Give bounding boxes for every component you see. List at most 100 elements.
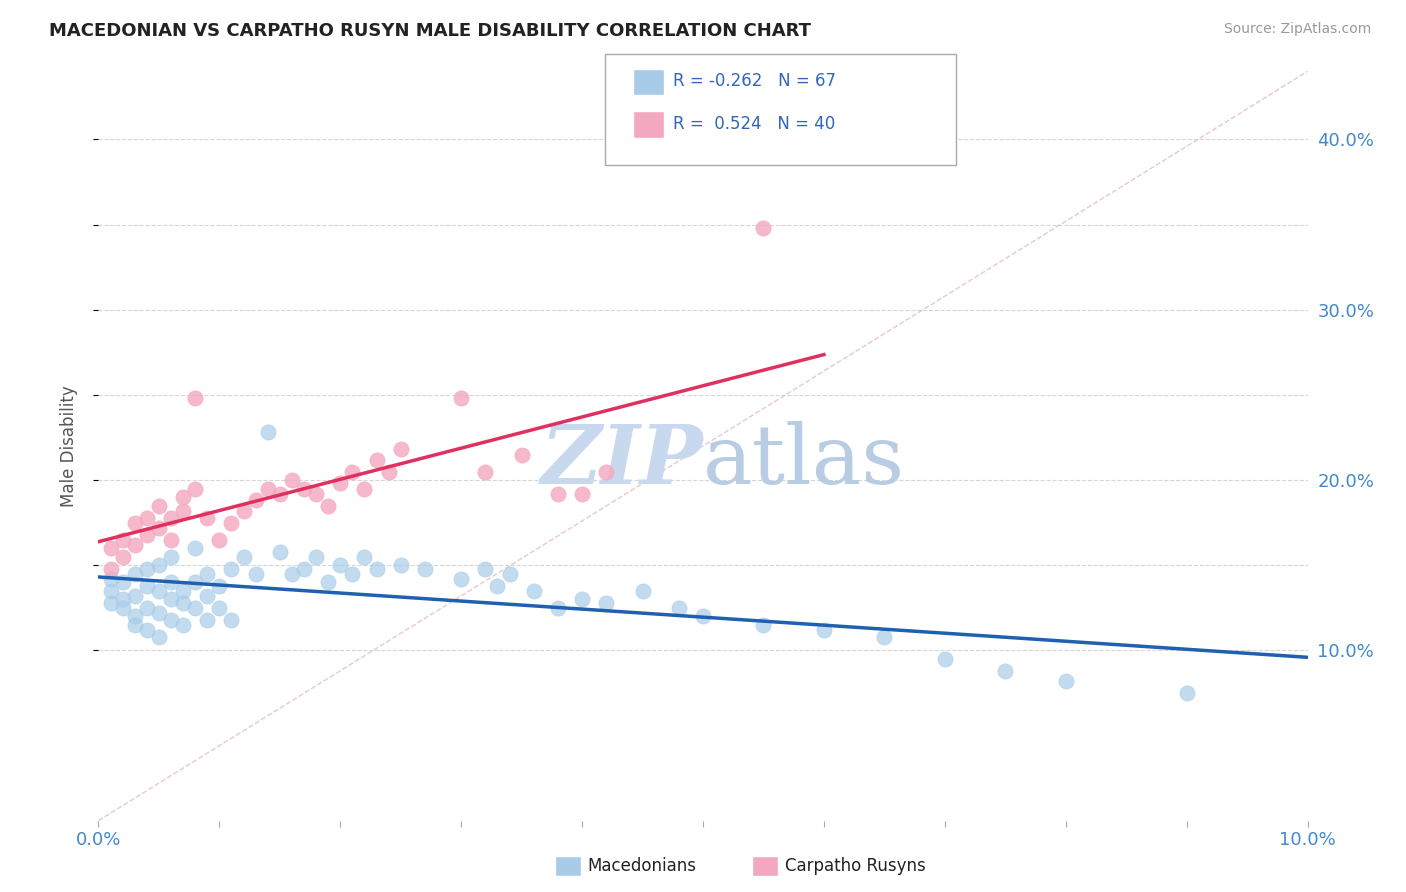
Point: [160, 533, 183, 547]
Point: [135, 561, 157, 575]
Text: MACEDONIAN VS CARPATHO RUSYN MALE DISABILITY CORRELATION CHART: MACEDONIAN VS CARPATHO RUSYN MALE DISABI…: [49, 22, 811, 40]
Point: [184, 482, 207, 496]
Point: [148, 606, 170, 620]
Point: [135, 600, 157, 615]
Point: [474, 561, 496, 575]
Text: Source: ZipAtlas.com: Source: ZipAtlas.com: [1223, 22, 1371, 37]
Point: [232, 549, 254, 564]
Point: [172, 583, 194, 598]
Point: [172, 504, 194, 518]
Point: [160, 549, 183, 564]
Point: [547, 600, 569, 615]
Text: R =  0.524   N = 40: R = 0.524 N = 40: [673, 115, 835, 133]
Point: [208, 579, 231, 593]
Point: [221, 516, 243, 530]
Point: [124, 516, 146, 530]
Point: [172, 617, 194, 632]
Point: [172, 596, 194, 610]
Point: [100, 561, 122, 575]
Point: [100, 583, 122, 598]
Point: [668, 600, 690, 615]
Text: R = -0.262   N = 67: R = -0.262 N = 67: [673, 72, 837, 90]
Point: [389, 558, 412, 573]
Point: [124, 538, 146, 552]
Point: [292, 482, 315, 496]
Point: [353, 482, 375, 496]
Point: [172, 490, 194, 504]
Point: [934, 652, 956, 666]
Point: [510, 448, 533, 462]
Point: [547, 486, 569, 500]
Point: [873, 630, 896, 644]
Point: [124, 617, 146, 632]
Point: [474, 465, 496, 479]
Point: [595, 465, 617, 479]
Text: ZIP: ZIP: [540, 421, 703, 501]
Point: [160, 510, 183, 524]
Point: [111, 533, 134, 547]
Point: [752, 221, 775, 235]
Point: [195, 566, 218, 581]
Point: [692, 609, 714, 624]
Point: [305, 486, 328, 500]
Point: [184, 541, 207, 556]
Point: [148, 583, 170, 598]
Point: [208, 533, 231, 547]
Point: [292, 561, 315, 575]
Point: [571, 486, 593, 500]
Point: [1175, 686, 1198, 700]
Point: [111, 592, 134, 607]
Point: [135, 510, 157, 524]
Point: [100, 596, 122, 610]
Point: [994, 664, 1017, 678]
Point: [353, 549, 375, 564]
Point: [281, 473, 304, 487]
Point: [377, 465, 399, 479]
Point: [160, 592, 183, 607]
Point: [269, 486, 291, 500]
Point: [195, 589, 218, 603]
Point: [111, 600, 134, 615]
Point: [160, 575, 183, 590]
Point: [305, 549, 328, 564]
Point: [498, 566, 520, 581]
Point: [413, 561, 436, 575]
Point: [571, 592, 593, 607]
Point: [184, 392, 207, 406]
Point: [124, 609, 146, 624]
Point: [135, 623, 157, 637]
Point: [208, 600, 231, 615]
Point: [148, 630, 170, 644]
Point: [124, 566, 146, 581]
Text: Carpatho Rusyns: Carpatho Rusyns: [785, 857, 925, 875]
Point: [256, 482, 278, 496]
Point: [316, 575, 339, 590]
Point: [450, 392, 472, 406]
Point: [342, 566, 364, 581]
Point: [148, 558, 170, 573]
Point: [221, 613, 243, 627]
Y-axis label: Male Disability: Male Disability: [59, 385, 77, 507]
Point: [100, 572, 122, 586]
Point: [329, 558, 352, 573]
Point: [245, 493, 267, 508]
Point: [269, 544, 291, 558]
Point: [595, 596, 617, 610]
Point: [450, 572, 472, 586]
Text: Macedonians: Macedonians: [588, 857, 697, 875]
Point: [329, 476, 352, 491]
Point: [486, 579, 509, 593]
Point: [160, 613, 183, 627]
Point: [342, 465, 364, 479]
Point: [366, 452, 388, 467]
Point: [256, 425, 278, 440]
Point: [111, 575, 134, 590]
Point: [813, 623, 835, 637]
Point: [752, 617, 775, 632]
Point: [281, 566, 304, 581]
Point: [100, 541, 122, 556]
Point: [631, 583, 654, 598]
Point: [232, 504, 254, 518]
Point: [316, 499, 339, 513]
Point: [245, 566, 267, 581]
